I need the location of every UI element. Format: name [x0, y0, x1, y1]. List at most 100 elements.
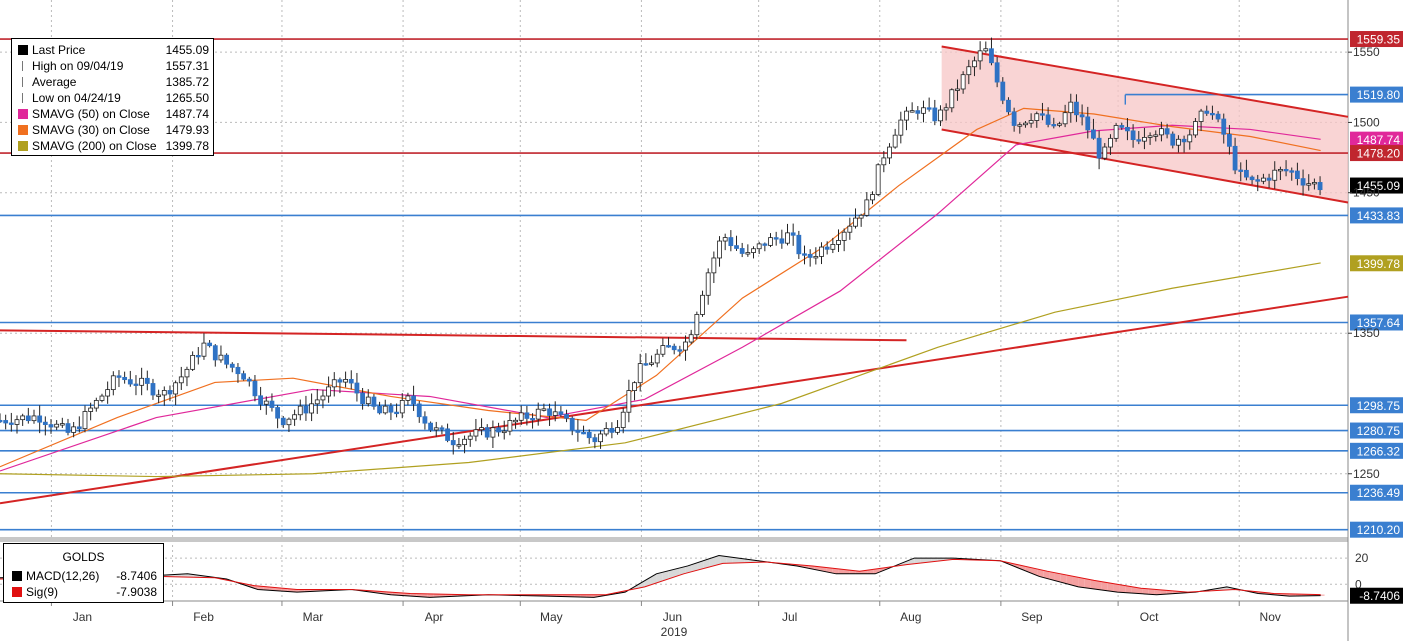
- candle: [1278, 166, 1283, 181]
- candle: [1181, 135, 1187, 153]
- candle-body: [688, 334, 694, 343]
- candle-body: [552, 411, 558, 416]
- year-label: 2019: [661, 625, 688, 639]
- candle-body: [1051, 124, 1057, 127]
- candle-body: [756, 243, 762, 250]
- candle: [637, 353, 643, 392]
- candle: [626, 379, 632, 423]
- candle: [127, 370, 133, 387]
- candle-body: [819, 246, 824, 257]
- candle-body: [405, 395, 411, 401]
- candle-body: [564, 414, 569, 419]
- candle-body: [671, 345, 677, 351]
- level-label: 1298.75: [1357, 399, 1401, 413]
- candle-body: [348, 378, 354, 384]
- macd-histogram-fill: [738, 558, 745, 563]
- candle-body: [1227, 133, 1232, 147]
- macd-histogram-fill: [697, 560, 704, 571]
- macd-histogram-fill: [656, 572, 663, 583]
- candle: [943, 103, 949, 121]
- candle: [405, 392, 411, 406]
- candle: [1000, 77, 1006, 105]
- candle: [598, 430, 603, 449]
- candle: [139, 367, 145, 396]
- candle-body: [977, 50, 983, 62]
- candle: [875, 163, 881, 197]
- legend-value: 1265.50: [165, 91, 209, 105]
- candle: [722, 233, 728, 251]
- candle: [762, 242, 768, 252]
- candle-body: [1091, 129, 1096, 139]
- x-axis: Jan Feb Mar Apr May Jun Jul Aug Sep Oct Nov 2019: [0, 600, 1348, 639]
- candle-body: [416, 403, 422, 418]
- y-tick-label: 1450: [1353, 186, 1380, 200]
- candle-body: [768, 237, 773, 246]
- candle-body: [1215, 113, 1221, 120]
- candle-body: [110, 375, 116, 391]
- candle-body: [728, 237, 734, 247]
- macd-histogram-fill: [1095, 580, 1102, 591]
- candle: [1034, 111, 1040, 128]
- candle-body: [586, 431, 592, 439]
- candle-body: [841, 231, 847, 241]
- candle-body: [1311, 182, 1317, 185]
- candle: [841, 228, 847, 252]
- candle-body: [972, 60, 977, 68]
- candle: [756, 241, 762, 255]
- candle: [915, 106, 921, 120]
- month-label: Oct: [1140, 610, 1159, 624]
- month-label: Apr: [425, 610, 444, 624]
- candle-body: [1102, 146, 1108, 159]
- macd-histogram-fill: [662, 570, 669, 582]
- candle-body: [235, 366, 241, 375]
- candle-body: [609, 428, 615, 433]
- candle: [1119, 122, 1125, 130]
- candle-body: [938, 109, 943, 122]
- candle: [173, 380, 179, 406]
- candle: [0, 413, 3, 424]
- candle: [790, 223, 796, 246]
- candle: [1006, 97, 1011, 115]
- candle: [1272, 161, 1278, 189]
- candle-body: [615, 427, 620, 433]
- candle: [1011, 107, 1017, 132]
- candle-body: [1176, 138, 1181, 146]
- candle-body: [773, 237, 779, 240]
- candle: [1079, 104, 1085, 126]
- candle: [688, 329, 694, 345]
- candle-body: [280, 417, 286, 426]
- candle-body: [1221, 118, 1227, 135]
- candle-body: [212, 345, 218, 361]
- candle-body: [592, 437, 598, 443]
- macd-histogram-fill: [1160, 589, 1167, 595]
- moving-average-line: [0, 107, 1321, 468]
- level-label-box: [1350, 397, 1403, 414]
- candle: [1210, 105, 1215, 120]
- candle: [524, 405, 530, 426]
- candle: [1102, 143, 1108, 161]
- macd-title: GOLDS: [62, 550, 105, 564]
- candle: [1051, 117, 1057, 129]
- candle: [671, 343, 677, 355]
- macd-histogram-fill: [685, 564, 692, 574]
- y-tick-label: 1550: [1353, 45, 1380, 59]
- candle: [705, 268, 711, 305]
- legend-row-last: Last Price 1455.09: [18, 42, 209, 58]
- candle: [513, 417, 518, 429]
- candle: [479, 418, 484, 436]
- level-label: 1236.49: [1357, 486, 1401, 500]
- candle-body: [643, 363, 649, 366]
- candle-body: [246, 378, 252, 382]
- candle-body: [275, 407, 281, 419]
- candle-body: [473, 429, 479, 437]
- candle: [1068, 93, 1074, 123]
- candle: [20, 413, 26, 426]
- candle-body: [994, 62, 1000, 83]
- candle-body: [37, 415, 43, 423]
- candle-body: [484, 427, 490, 438]
- candle-body: [581, 431, 586, 435]
- level-label-box: [1350, 131, 1403, 148]
- level-label: 1455.09: [1357, 179, 1401, 193]
- panel-separator: [0, 537, 1348, 542]
- candle-body: [853, 217, 858, 227]
